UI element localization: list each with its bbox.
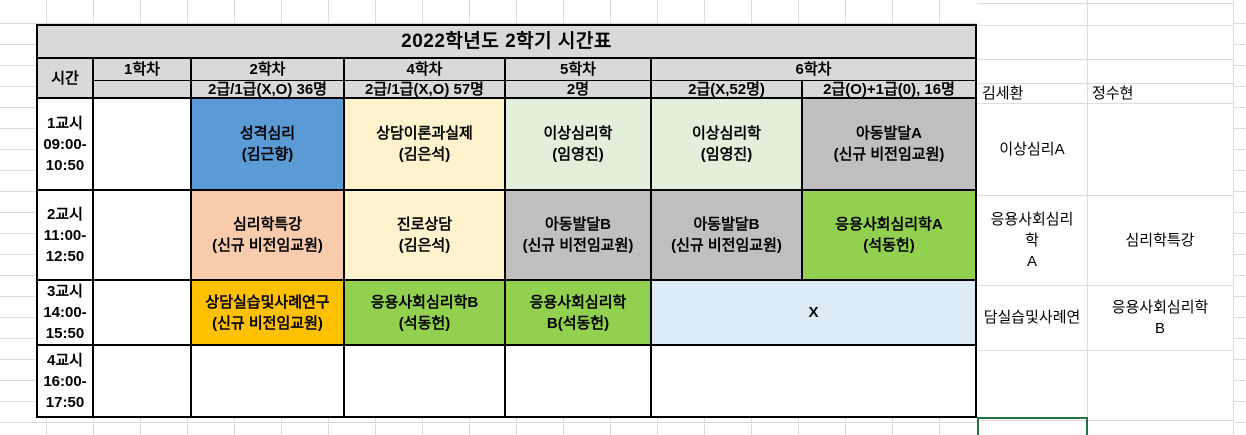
gridline bbox=[1087, 0, 1088, 420]
timetable: 2022학년도 2학기 시간표 시간 1학차 2학차 4학차 5학차 6학차 2… bbox=[36, 24, 977, 418]
class-cell-career-counseling[interactable]: 진로상담 (김은석) bbox=[345, 191, 506, 281]
period-cell-1[interactable]: 1교시 09:00- 10:50 bbox=[38, 99, 94, 191]
col-header-semester1[interactable]: 1학차 bbox=[94, 59, 192, 81]
gridline bbox=[1233, 0, 1234, 435]
period-cell-2[interactable]: 2교시 11:00- 12:50 bbox=[38, 191, 94, 281]
gridline bbox=[977, 420, 1233, 421]
class-cell-counseling-theory[interactable]: 상담이론과실제 (김은석) bbox=[345, 99, 506, 191]
class-cell-empty-merged[interactable] bbox=[652, 346, 975, 416]
class-cell-applied-social-b2[interactable]: 응용사회심리학 B(석동헌) bbox=[506, 281, 652, 346]
timetable-title-cell[interactable]: 2022학년도 2학기 시간표 bbox=[38, 26, 975, 59]
col-header-semester2[interactable]: 2학차 bbox=[192, 59, 345, 81]
gridline bbox=[977, 195, 1233, 196]
class-cell-applied-social-b1[interactable]: 응용사회심리학B (석동헌) bbox=[345, 281, 506, 346]
instructor-name-kim[interactable]: 김세환 bbox=[982, 84, 1024, 102]
side-cell-kim-row3[interactable]: 담실습및사례연 bbox=[983, 309, 1081, 326]
subheader-semester2[interactable]: 2급/1급(X,O) 36명 bbox=[192, 81, 345, 99]
class-cell-child-dev-b2[interactable]: 아동발달B (신규 비전임교원) bbox=[652, 191, 803, 281]
class-cell-applied-social-a[interactable]: 응용사회심리학A (석동헌) bbox=[803, 191, 975, 281]
class-cell-empty[interactable] bbox=[94, 346, 192, 416]
class-cell-abnormal-psych-a[interactable]: 이상심리학 (임영진) bbox=[506, 99, 652, 191]
side-cell-jung-row1[interactable] bbox=[1087, 103, 1233, 195]
gridline bbox=[977, 103, 1233, 104]
subheader-semester6a[interactable]: 2급(X,52명) bbox=[652, 81, 803, 99]
class-cell-empty[interactable] bbox=[345, 346, 506, 416]
gridline bbox=[977, 59, 1233, 60]
period-cell-4[interactable]: 4교시 16:00- 17:50 bbox=[38, 346, 94, 416]
class-cell-child-dev-a[interactable]: 아동발달A (신규 비전임교원) bbox=[803, 99, 975, 191]
col-header-semester6[interactable]: 6학차 bbox=[652, 59, 975, 81]
subheader-semester1[interactable] bbox=[94, 81, 192, 99]
class-cell-empty[interactable] bbox=[506, 346, 652, 416]
class-cell-empty[interactable] bbox=[94, 281, 192, 346]
class-cell-x-merged[interactable]: X bbox=[652, 281, 975, 346]
gridline bbox=[977, 3, 1233, 4]
col-header-semester4[interactable]: 4학차 bbox=[345, 59, 506, 81]
class-cell-counseling-practice[interactable]: 상담실습및사례연구 (신규 비전임교원) bbox=[192, 281, 345, 346]
gridline bbox=[977, 350, 1233, 351]
side-cell-kim-row2[interactable]: 응용사회심리 학 A bbox=[990, 210, 1074, 270]
gridline bbox=[977, 83, 1233, 84]
class-cell-empty[interactable] bbox=[94, 191, 192, 281]
gridline bbox=[977, 285, 1233, 286]
side-cell-jung-row4[interactable] bbox=[1087, 350, 1233, 418]
instructor-name-jung[interactable]: 정수현 bbox=[1092, 84, 1134, 102]
right-region-background bbox=[977, 0, 1233, 435]
class-cell-child-dev-b1[interactable]: 아동발달B (신규 비전임교원) bbox=[506, 191, 652, 281]
col-header-semester5[interactable]: 5학차 bbox=[506, 59, 652, 81]
subheader-semester6b[interactable]: 2급(O)+1급(0), 16명 bbox=[803, 81, 975, 99]
subheader-semester4[interactable]: 2급/1급(X,O) 57명 bbox=[345, 81, 506, 99]
subheader-semester5[interactable]: 2명 bbox=[506, 81, 652, 99]
class-cell-empty[interactable] bbox=[192, 346, 345, 416]
period-cell-3[interactable]: 3교시 14:00- 15:50 bbox=[38, 281, 94, 346]
side-cell-jung-row3[interactable]: 응용사회심리학 B bbox=[1111, 298, 1209, 337]
class-cell-empty[interactable] bbox=[94, 99, 192, 191]
side-cell-kim-row4[interactable] bbox=[977, 350, 1087, 418]
side-cell-jung-row2[interactable]: 심리학특강 bbox=[1125, 231, 1195, 249]
time-header-cell[interactable]: 시간 bbox=[38, 59, 94, 99]
class-cell-personality-psych[interactable]: 성격심리 (김근향) bbox=[192, 99, 345, 191]
class-cell-special-lecture[interactable]: 심리학특강 (신규 비전임교원) bbox=[192, 191, 345, 281]
active-cell-selection[interactable] bbox=[977, 417, 1088, 435]
side-cell-kim-row1[interactable]: 이상심리A bbox=[999, 140, 1065, 158]
class-cell-abnormal-psych-b[interactable]: 이상심리학 (임영진) bbox=[652, 99, 803, 191]
gridline bbox=[977, 25, 1233, 26]
